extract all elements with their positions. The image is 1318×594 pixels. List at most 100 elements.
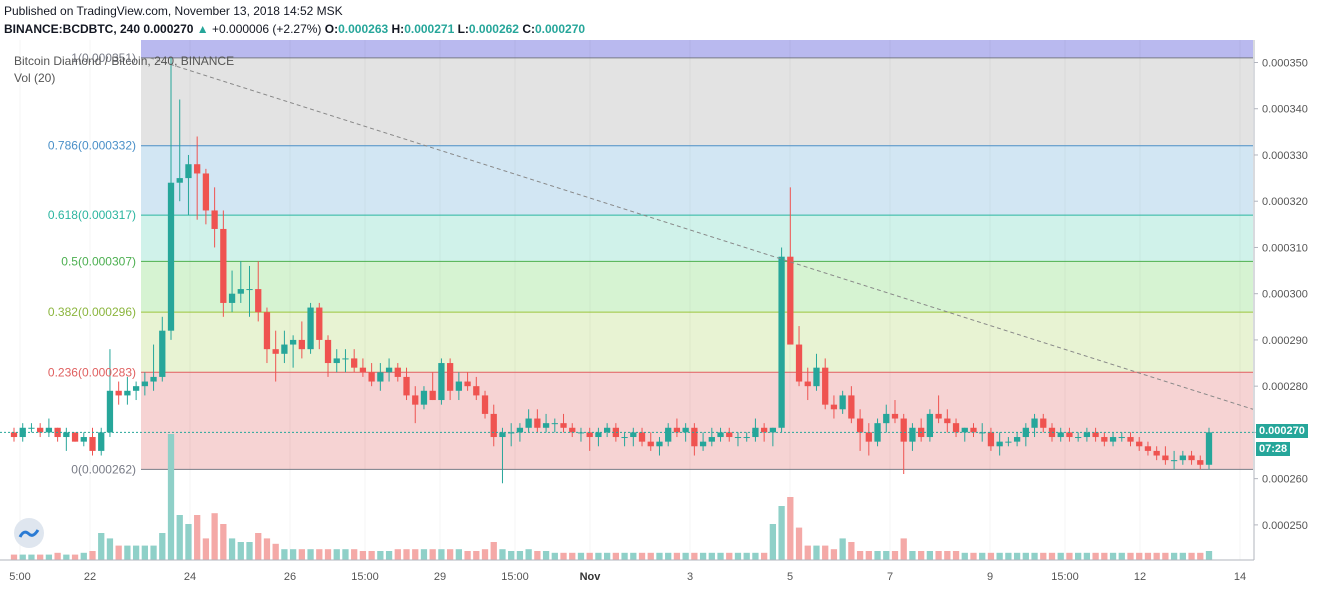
volume-bar bbox=[1048, 552, 1056, 560]
candle-body bbox=[1066, 432, 1073, 438]
tradingview-logo-icon[interactable] bbox=[14, 518, 44, 548]
chart-canvas[interactable]: 1(0.000351) 0.786(0.000332) 0.618(0.000317… bbox=[0, 40, 1318, 594]
volume-bar bbox=[28, 554, 35, 560]
candle-body bbox=[377, 372, 384, 382]
candle-body bbox=[115, 390, 122, 396]
x-tick-label: 12 bbox=[1134, 571, 1146, 583]
candle-body bbox=[891, 413, 899, 419]
candle-body bbox=[289, 339, 297, 345]
volume-bar bbox=[795, 527, 803, 560]
candle-body bbox=[699, 441, 707, 447]
volume-bar bbox=[1144, 552, 1152, 560]
candle-body bbox=[228, 293, 236, 303]
x-tick-label: 24 bbox=[184, 571, 196, 583]
candle-body bbox=[970, 427, 977, 433]
volume-bar bbox=[54, 552, 61, 560]
fib-level-label: 0.5(0.000307) bbox=[61, 254, 136, 268]
volume-bar bbox=[298, 549, 305, 560]
volume-bar bbox=[255, 533, 262, 560]
volume-bar bbox=[1031, 552, 1038, 560]
candle-body bbox=[996, 441, 1003, 447]
candle-body bbox=[1162, 455, 1169, 461]
y-tick-label: 0.000300 bbox=[1262, 289, 1308, 301]
candle-body bbox=[987, 432, 995, 447]
y-tick-label: 0.000250 bbox=[1262, 520, 1308, 532]
volume-bar bbox=[333, 549, 340, 560]
low-label: L: bbox=[457, 22, 469, 36]
candle-body bbox=[1040, 418, 1047, 428]
volume-bar bbox=[1188, 552, 1195, 560]
volume-bar bbox=[106, 538, 114, 560]
candle-body bbox=[586, 432, 593, 438]
close-label: C: bbox=[522, 22, 535, 36]
volume-bar bbox=[691, 552, 698, 560]
volume-bar bbox=[115, 545, 122, 560]
volume-bar bbox=[281, 549, 288, 560]
volume-bar bbox=[542, 551, 550, 560]
candle-body bbox=[1118, 437, 1125, 439]
candle-body bbox=[141, 381, 148, 387]
volume-bar bbox=[324, 549, 332, 560]
candle-body bbox=[272, 349, 279, 354]
candle-body bbox=[752, 427, 759, 438]
fib-zone bbox=[141, 215, 1253, 262]
candle-body bbox=[1188, 455, 1195, 461]
volume-bar bbox=[952, 551, 960, 560]
volume-bar bbox=[1013, 552, 1021, 560]
candle-body bbox=[298, 339, 305, 350]
candle-body bbox=[1179, 455, 1186, 461]
candle-body bbox=[211, 210, 218, 229]
candle-body bbox=[778, 256, 785, 428]
volume-bar bbox=[752, 552, 759, 560]
candle-body bbox=[1005, 441, 1012, 443]
candle-body bbox=[394, 367, 401, 377]
ohlc-header: BINANCE:BCDBTC, 240 0.000270 ▲ +0.000006… bbox=[4, 22, 585, 36]
volume-bar bbox=[569, 552, 576, 560]
candle-body bbox=[734, 437, 742, 439]
volume-bar bbox=[377, 551, 384, 560]
candle-body bbox=[1197, 460, 1204, 465]
volume-bar bbox=[647, 552, 654, 560]
candle-body bbox=[621, 437, 628, 439]
candle-body bbox=[446, 363, 454, 391]
price-axis[interactable] bbox=[1254, 40, 1318, 560]
volume-bar bbox=[682, 552, 689, 560]
volume-bar bbox=[289, 549, 297, 560]
x-tick-label: 15:00 bbox=[351, 571, 379, 583]
candle-body bbox=[37, 427, 44, 433]
candle-body bbox=[1109, 437, 1117, 442]
candle-body bbox=[202, 173, 210, 211]
candle-body bbox=[1144, 446, 1152, 451]
volume-bar bbox=[848, 542, 855, 560]
candle-body bbox=[935, 413, 942, 419]
volume-bar bbox=[455, 549, 462, 560]
volume-bar bbox=[176, 515, 183, 560]
low-value: 0.000262 bbox=[468, 22, 519, 36]
volume-bar bbox=[420, 549, 428, 560]
volume-bar bbox=[926, 551, 934, 560]
candle-body bbox=[804, 381, 811, 387]
volume-bar bbox=[342, 549, 349, 560]
candle-body bbox=[429, 390, 436, 401]
volume-bar bbox=[1101, 552, 1108, 560]
trend-line[interactable] bbox=[149, 57, 1254, 410]
candle-body bbox=[324, 339, 332, 364]
candle-body bbox=[368, 372, 375, 382]
candle-body bbox=[961, 427, 968, 433]
candle-body bbox=[813, 367, 820, 387]
volume-bar bbox=[621, 552, 628, 560]
volume-bar bbox=[673, 552, 681, 560]
x-tick-label: 15:00 bbox=[1051, 571, 1079, 583]
candle-body bbox=[1048, 427, 1056, 438]
volume-bar bbox=[1127, 552, 1134, 560]
y-tick-label: 0.000330 bbox=[1262, 150, 1308, 162]
candle-body bbox=[499, 432, 506, 438]
volume-label: Vol (20) bbox=[14, 71, 56, 85]
volume-bar bbox=[385, 551, 393, 560]
volume-bar bbox=[1005, 552, 1012, 560]
candle-body bbox=[481, 395, 489, 414]
candle-body bbox=[708, 437, 715, 442]
volume-bar bbox=[839, 538, 846, 560]
volume-bar bbox=[446, 549, 454, 560]
x-tick-label: 3 bbox=[687, 571, 693, 583]
